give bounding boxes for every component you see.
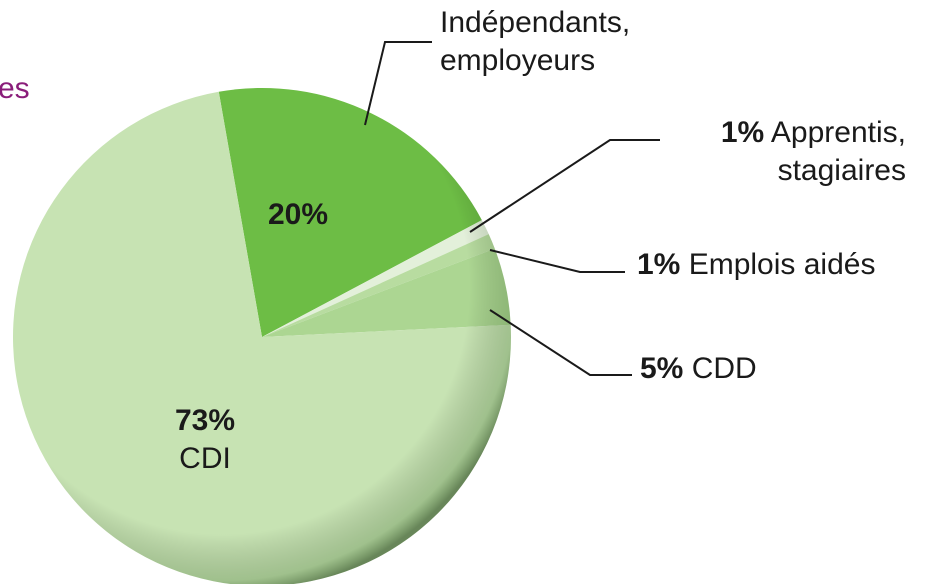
category-label: Apprentis, stagiaires — [770, 116, 906, 187]
slice-label: 73% CDI — [150, 402, 260, 478]
category-label: Indépendants, employeurs — [440, 6, 631, 77]
category-label: CDD — [691, 352, 757, 385]
category-label: Emplois aidés — [688, 248, 876, 281]
slice-label: Indépendants, employeurs — [440, 4, 630, 80]
leader-line — [469, 139, 660, 233]
leader-line — [489, 309, 632, 376]
slice-label: 1% Emplois aidés — [637, 246, 875, 284]
value-label: 73% — [174, 404, 236, 437]
slice-label: 1% Apprentis, stagiaires — [721, 114, 906, 190]
value-label: 1% — [637, 248, 681, 281]
value-label: 20% — [268, 198, 329, 231]
value-label: 5% — [640, 352, 684, 385]
category-label: CDI — [179, 442, 231, 475]
leader-line — [364, 41, 432, 126]
leader-line — [489, 249, 625, 273]
chart-title: es — [0, 72, 30, 105]
value-label: 1% — [720, 116, 765, 149]
slice-label: 5% CDD — [640, 350, 757, 388]
